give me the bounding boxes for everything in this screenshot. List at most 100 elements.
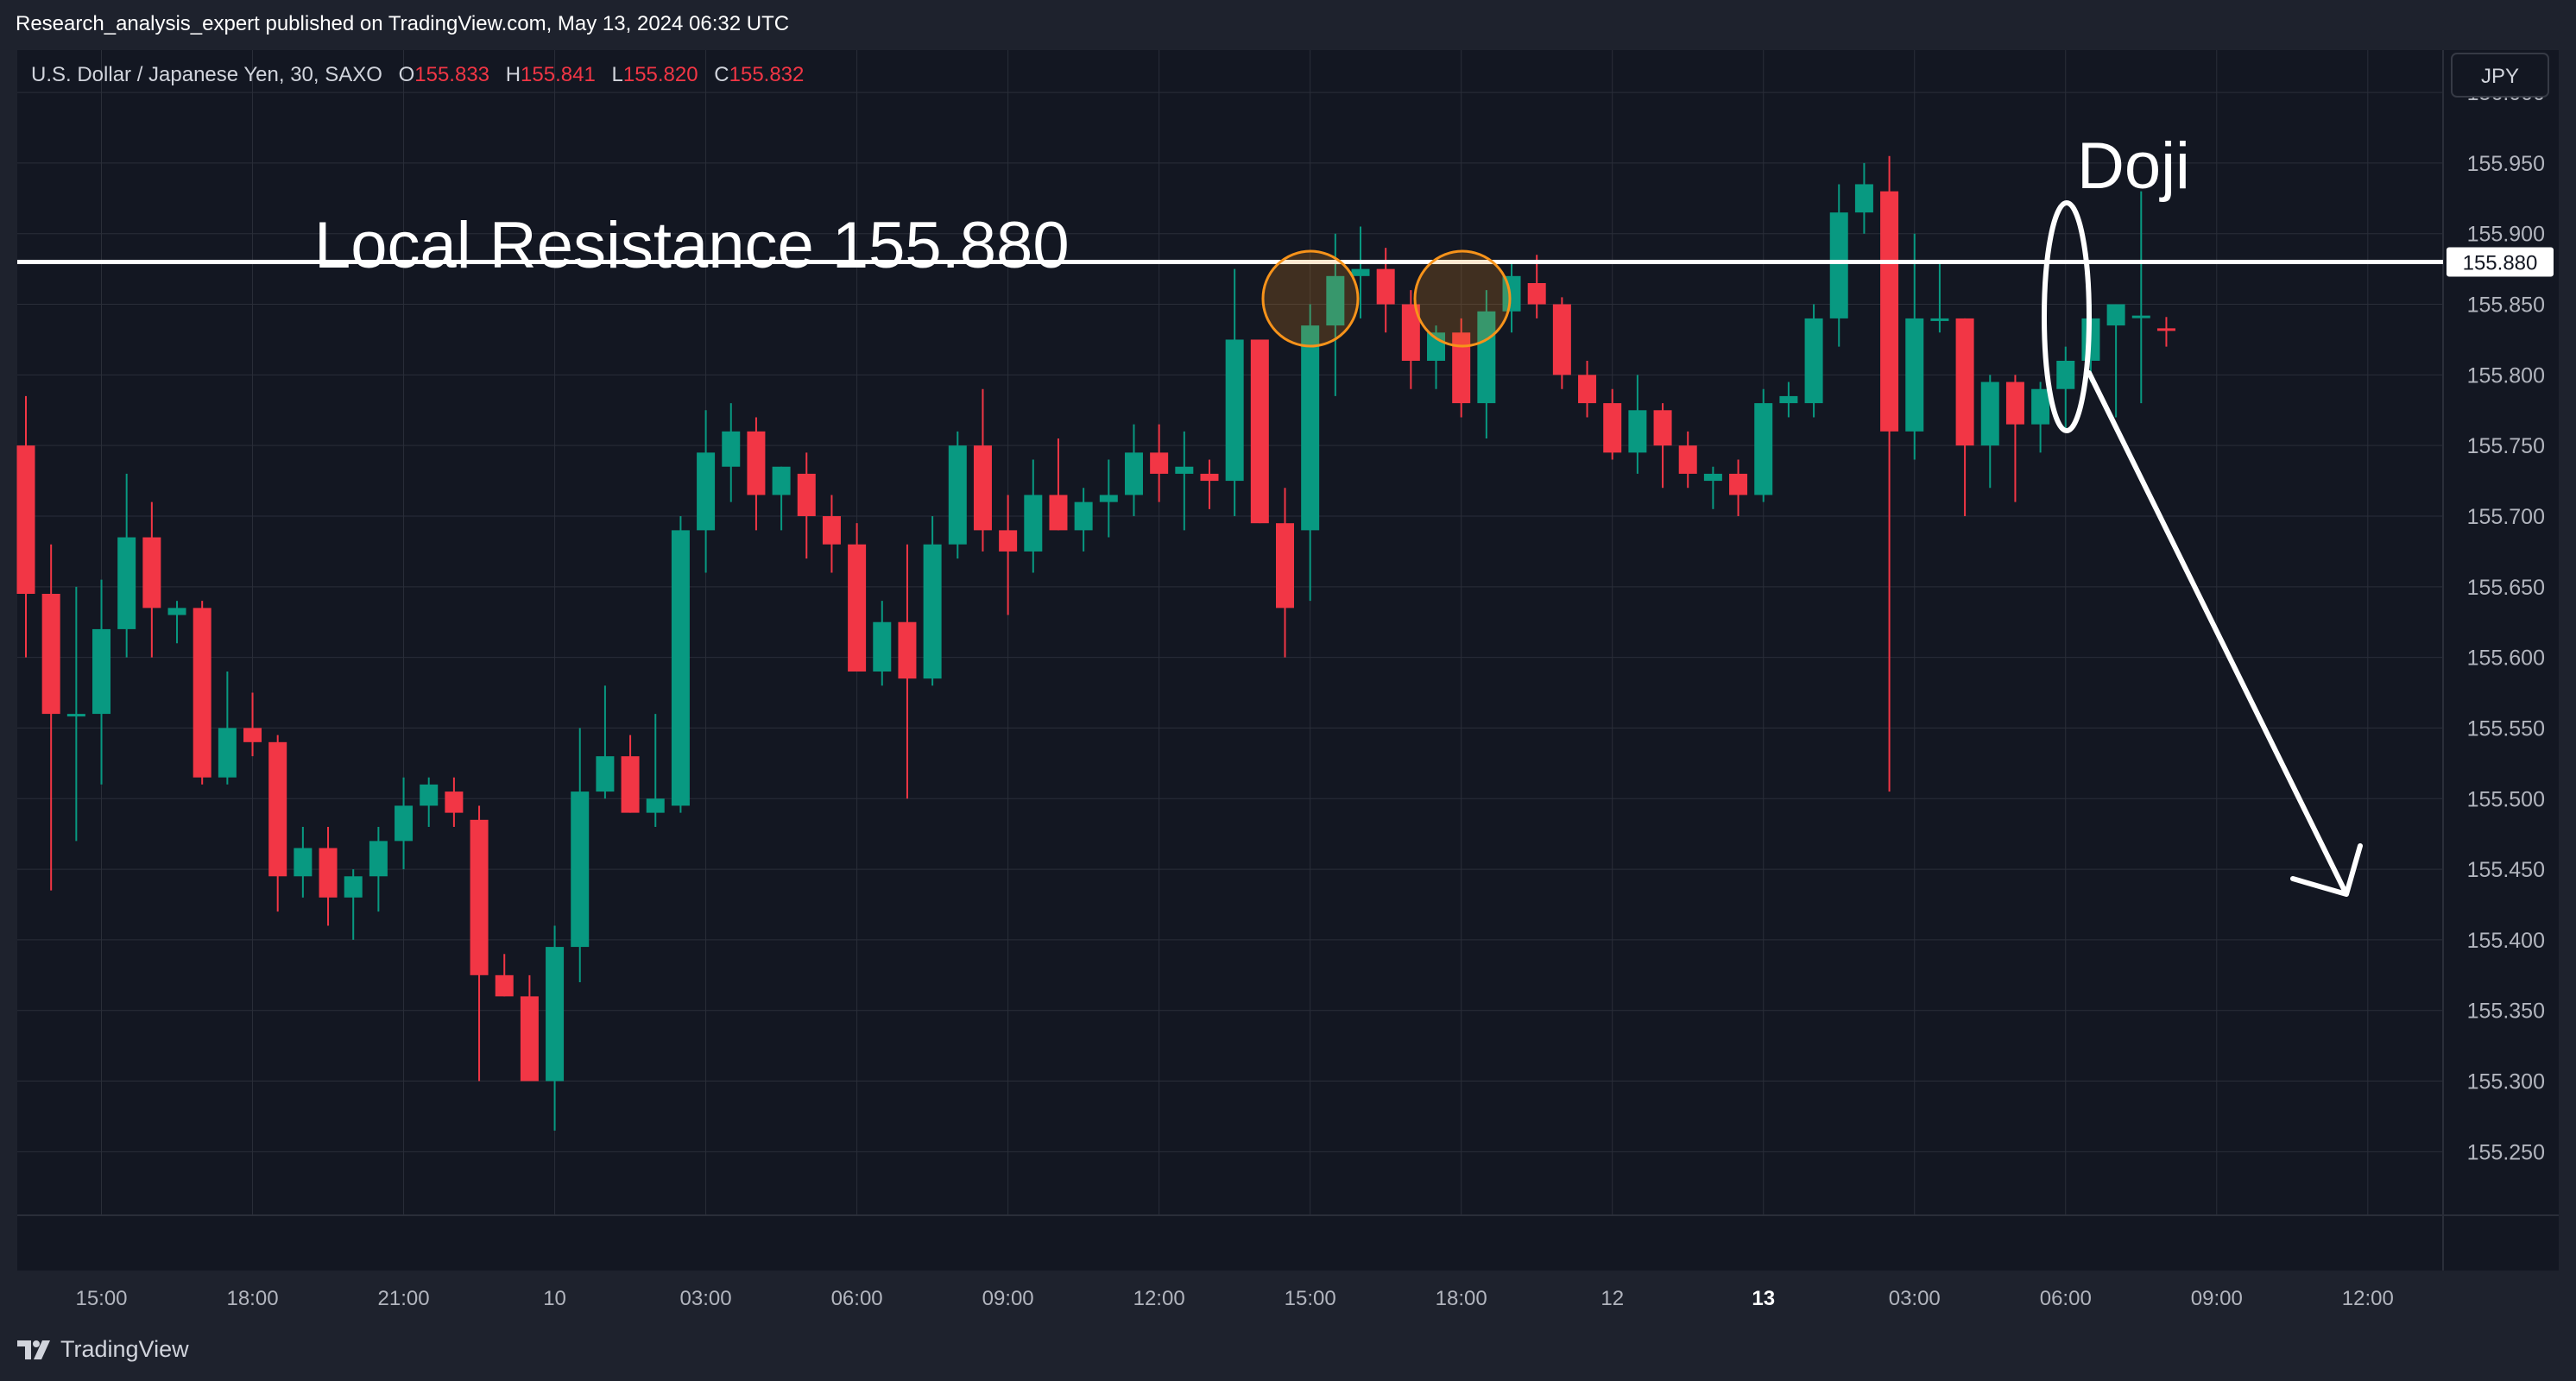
candle bbox=[2131, 191, 2150, 404]
candle bbox=[1276, 488, 1294, 658]
candle bbox=[167, 601, 186, 644]
candle-body bbox=[66, 714, 85, 717]
candle bbox=[973, 388, 992, 552]
legend-high-value: 155.841 bbox=[521, 63, 596, 86]
candle bbox=[1200, 459, 1219, 509]
candle bbox=[193, 601, 212, 785]
candle-body bbox=[848, 544, 867, 672]
candle-body bbox=[1049, 495, 1068, 531]
candle-body bbox=[268, 741, 287, 877]
legend: U.S. Dollar / Japanese Yen, 30, SAXO O15… bbox=[31, 63, 804, 86]
candle-body bbox=[621, 756, 640, 813]
time-tick-label: 15:00 bbox=[75, 1287, 127, 1310]
price-tick-label: 155.450 bbox=[2467, 858, 2545, 882]
candle bbox=[495, 954, 514, 997]
price-axis[interactable]: 156.000155.950155.900155.850155.800155.7… bbox=[2467, 81, 2545, 1164]
candle-body bbox=[420, 784, 439, 806]
candle-body bbox=[1276, 523, 1294, 609]
candle bbox=[92, 579, 111, 785]
doji-ellipse bbox=[2042, 200, 2092, 433]
candle-body bbox=[646, 798, 665, 813]
candle bbox=[66, 586, 85, 842]
candle-body bbox=[1452, 332, 1471, 404]
candle-body bbox=[117, 537, 136, 629]
legend-low-label: L bbox=[611, 63, 622, 86]
candle-body bbox=[1552, 304, 1571, 375]
time-tick-label: 10 bbox=[543, 1287, 566, 1310]
time-tick-label: 12 bbox=[1601, 1287, 1624, 1310]
annotations: Local Resistance 155.880 155.880 Doji bbox=[17, 129, 2554, 897]
resistance-price-tag-label: 155.880 bbox=[2463, 251, 2538, 274]
candle bbox=[470, 805, 489, 1081]
candle bbox=[2056, 346, 2075, 432]
time-axis[interactable]: 15:00 18:00 21:00 10 03:00 06:00 09:00 12:00 15:… bbox=[75, 1287, 2393, 1310]
candle-body bbox=[797, 473, 816, 516]
candle-body bbox=[1225, 339, 1244, 482]
candle bbox=[1779, 382, 1798, 418]
candle-body bbox=[898, 621, 917, 679]
candle-body bbox=[1930, 318, 1949, 321]
candle-body bbox=[167, 608, 186, 615]
doji-label: Doji bbox=[2077, 129, 2190, 203]
candle bbox=[294, 827, 313, 898]
candle bbox=[1653, 403, 1672, 489]
candle-body bbox=[2005, 382, 2024, 425]
candle bbox=[1250, 339, 1269, 524]
candle bbox=[1729, 459, 1748, 516]
candle bbox=[2156, 317, 2175, 347]
time-tick-label: 12:00 bbox=[2342, 1287, 2394, 1310]
candle bbox=[243, 692, 262, 757]
time-tick-label: 03:00 bbox=[1889, 1287, 1941, 1310]
candle bbox=[1754, 388, 1773, 502]
candle bbox=[520, 974, 539, 1081]
candlestick-series bbox=[16, 155, 2175, 1131]
candle-body bbox=[596, 756, 615, 792]
candle-body bbox=[92, 628, 111, 715]
candle-body bbox=[1628, 410, 1647, 453]
candle bbox=[1628, 375, 1647, 474]
candle-body bbox=[1779, 395, 1798, 404]
price-tick-label: 155.850 bbox=[2467, 293, 2545, 318]
candle-body bbox=[395, 805, 414, 842]
candle bbox=[1980, 375, 1999, 489]
candle-body bbox=[1301, 325, 1320, 531]
candle-body bbox=[344, 876, 363, 898]
price-tick-label: 155.650 bbox=[2467, 576, 2545, 600]
resistance-label: Local Resistance 155.880 bbox=[314, 209, 1070, 282]
tradingview-logo[interactable]: TradingView bbox=[17, 1336, 189, 1363]
candle bbox=[1854, 162, 1873, 234]
candle-body bbox=[41, 594, 60, 715]
time-tick-label: 09:00 bbox=[982, 1287, 1034, 1310]
candle-body bbox=[2056, 361, 2075, 389]
candle-body bbox=[1074, 501, 1093, 531]
candle bbox=[646, 714, 665, 827]
candle-body bbox=[1024, 495, 1043, 552]
candle-body bbox=[243, 728, 262, 742]
time-tick-label: 03:00 bbox=[680, 1287, 732, 1310]
candle-body bbox=[495, 974, 514, 997]
candle-body bbox=[923, 544, 942, 679]
candle bbox=[1804, 304, 1823, 418]
candle bbox=[797, 452, 816, 559]
currency-button[interactable]: JPY bbox=[2451, 53, 2549, 98]
candle-body bbox=[873, 621, 892, 672]
candle bbox=[1527, 255, 1546, 318]
candle bbox=[948, 431, 967, 559]
candle-body bbox=[16, 445, 35, 594]
candle bbox=[822, 495, 841, 573]
price-tick-label: 155.700 bbox=[2467, 505, 2545, 529]
svg-text:U.S. Dollar / Japanese Yen, 30: U.S. Dollar / Japanese Yen, 30, SAXO O15… bbox=[31, 63, 804, 86]
candle bbox=[898, 544, 917, 799]
candle-body bbox=[671, 530, 690, 806]
candle-body bbox=[722, 431, 741, 467]
candle bbox=[1301, 304, 1320, 602]
time-tick-label: 15:00 bbox=[1285, 1287, 1336, 1310]
candle bbox=[1930, 262, 1949, 333]
candle bbox=[1955, 318, 1974, 516]
candle bbox=[1603, 388, 1622, 460]
candle bbox=[369, 827, 388, 912]
time-tick-label: 06:00 bbox=[831, 1287, 883, 1310]
chart-pane[interactable] bbox=[17, 50, 2559, 1271]
candle-body bbox=[2156, 328, 2175, 331]
